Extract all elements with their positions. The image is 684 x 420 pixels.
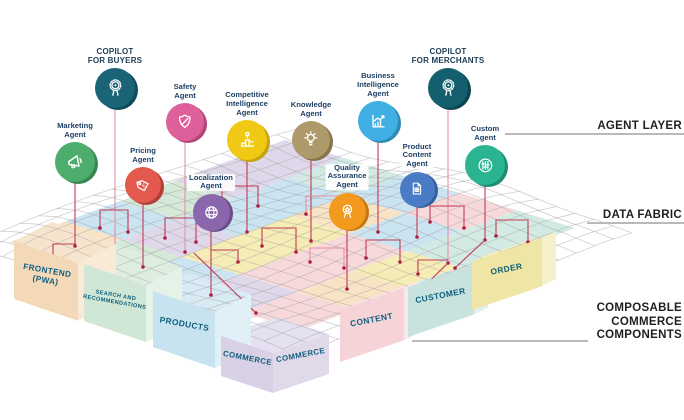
agent-circle [328, 192, 366, 230]
agent-label-product-content: Product Content Agent [400, 141, 434, 170]
document-icon [412, 182, 422, 195]
award-ribbon-icon [109, 78, 121, 96]
label-data-fabric: DATA FABRIC [602, 209, 682, 221]
globe-icon [204, 205, 218, 219]
box-order [472, 231, 556, 310]
chart-growth-icon [371, 114, 385, 128]
label-composable-commerce-components: COMPOSABLE COMMERCE COMPONENTS [596, 302, 682, 342]
label-agent-layer: AGENT LAYER [597, 120, 682, 132]
agent-label-competitive-intelligence: Competitive Intelligence Agent [223, 90, 271, 118]
agent-label-marketing: Marketing Agent [55, 121, 95, 140]
agent-label-safety: Safety Agent [171, 82, 199, 101]
box-commerce-corner [221, 334, 329, 393]
agent-circle [227, 120, 267, 160]
agent-circle [465, 145, 505, 185]
agent-label-knowledge: Knowledge Agent [288, 100, 334, 119]
agent-circle [292, 121, 330, 159]
agent-label-custom: Custom Agent [468, 124, 502, 143]
agent-label-business-intelligence: Business Intelligence Agent [355, 71, 401, 99]
shield-icon [179, 114, 191, 129]
data-fabric-line [587, 222, 684, 224]
agent-circle [192, 193, 230, 231]
agent-product-content [399, 171, 438, 208]
agent-circle [428, 68, 468, 108]
agent-copilot-merchants [428, 68, 471, 110]
agent-custom [465, 145, 508, 187]
agent-circle [399, 171, 435, 207]
agent-competitive-intelligence [227, 120, 270, 162]
medal-icon [342, 204, 352, 218]
svg-text:€: € [141, 183, 146, 190]
agent-circle: € [125, 167, 161, 203]
agent-layer-line [505, 133, 684, 135]
composable-components-line [412, 340, 588, 342]
composable-commerce-boxes: CONTENTCUSTOMERORDERFRONTEND(PWA)SEARCH … [14, 231, 556, 393]
podium-person-icon [240, 131, 254, 147]
agent-knowledge [292, 121, 333, 161]
megaphone-icon [67, 154, 82, 169]
agent-business-intelligence [358, 101, 401, 143]
award-ribbon-icon [442, 78, 454, 96]
agent-safety [166, 103, 207, 143]
agent-copilot-buyers [95, 68, 138, 110]
lightbulb-icon [304, 131, 318, 146]
equalizer-icon [478, 158, 492, 172]
price-tag-icon: € [136, 179, 149, 192]
agent-label-quality-assurance: Quality Assurance Agent [325, 162, 369, 191]
agent-quality-assurance [328, 192, 369, 231]
agent-label-copilot-merchants: COPILOT FOR MERCHANTS [409, 47, 487, 66]
agent-label-localization: Localization Agent [187, 172, 235, 192]
agent-circle [358, 101, 398, 141]
agent-marketing [55, 142, 98, 184]
agent-circle [166, 103, 204, 141]
agent-circle [95, 68, 135, 108]
agent-pricing: € [125, 167, 164, 205]
agent-localization [192, 193, 233, 232]
agent-label-pricing: Pricing Agent [128, 146, 158, 165]
agent-circle [55, 142, 95, 182]
agent-label-copilot-buyers: COPILOT FOR BUYERS [85, 47, 145, 66]
